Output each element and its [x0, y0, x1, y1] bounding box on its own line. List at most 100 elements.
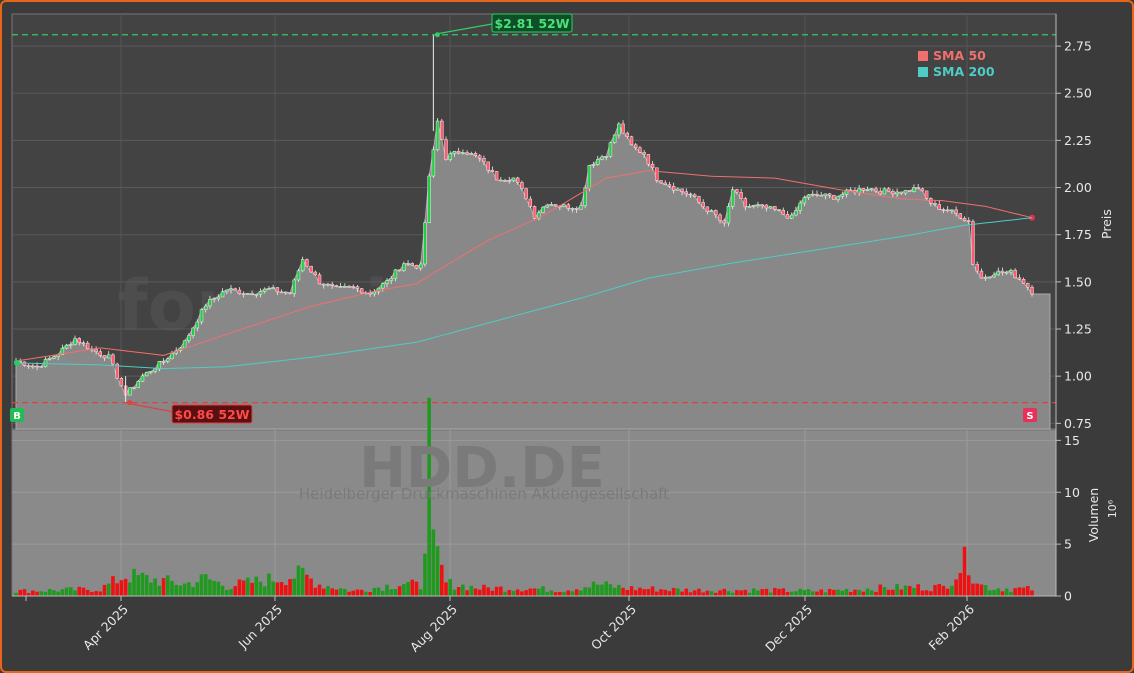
price-tick-label: 1.00	[1064, 369, 1092, 384]
candle-body	[351, 286, 355, 288]
candle-body	[764, 204, 769, 209]
candle-body	[478, 155, 482, 159]
candle	[718, 213, 722, 224]
volume-tick-label: 15	[1064, 433, 1080, 448]
volume-bar	[979, 584, 984, 596]
candle	[659, 179, 663, 184]
candle	[642, 149, 646, 158]
volume-bar	[726, 591, 731, 596]
candle-body	[1004, 271, 1009, 274]
candle-body	[275, 287, 280, 293]
price-tick-label: 2.75	[1064, 39, 1092, 54]
volume-bar	[321, 588, 326, 596]
volume-bar	[191, 586, 195, 596]
candle	[621, 120, 625, 134]
volume-panel-bg	[11, 429, 1057, 597]
volume-tick-label: 10	[1064, 485, 1080, 500]
candle-body	[608, 142, 613, 157]
candle-body	[406, 263, 410, 265]
volume-bar	[364, 591, 368, 596]
candle-body	[212, 298, 216, 300]
candle	[402, 261, 406, 272]
candle-body	[722, 220, 726, 224]
candle-body	[305, 259, 309, 267]
candle-body	[768, 206, 773, 209]
candle	[798, 200, 802, 214]
candle-body	[979, 270, 984, 279]
volume-bar	[111, 576, 115, 596]
candle-body	[827, 193, 832, 196]
candle	[111, 353, 115, 366]
candle-body	[254, 293, 259, 296]
candle	[191, 327, 195, 339]
candle	[1021, 277, 1026, 284]
volume-bar	[31, 590, 35, 596]
volume-bar	[891, 589, 895, 596]
sma-200-line	[15, 217, 1033, 370]
volume-bar	[43, 591, 48, 596]
volume-bar	[216, 581, 221, 596]
candle	[271, 284, 275, 290]
candle-body	[225, 289, 229, 293]
candle-body	[94, 349, 98, 352]
candle-body	[996, 270, 1000, 276]
candle	[246, 293, 250, 295]
candle-body	[1021, 279, 1026, 284]
candle	[499, 177, 503, 182]
candle	[882, 187, 887, 195]
candle-body	[452, 151, 457, 155]
candle-body	[456, 151, 461, 154]
candle-body	[693, 194, 697, 197]
candle-body	[730, 189, 735, 207]
candle-body	[31, 365, 35, 368]
volume-bar	[570, 591, 575, 596]
volume-bar	[958, 572, 963, 596]
candle-body	[553, 204, 558, 207]
candle	[983, 274, 988, 281]
candle	[747, 203, 752, 208]
candle-body	[60, 347, 65, 356]
volume-bar	[106, 583, 111, 596]
candle-body	[153, 368, 157, 372]
volume-bar	[781, 588, 786, 596]
candle-body	[587, 165, 592, 189]
volume-bar	[60, 589, 65, 596]
volume-bar	[785, 591, 790, 596]
volume-bar	[730, 592, 735, 596]
candle	[507, 176, 511, 184]
candle	[237, 287, 242, 295]
candle	[954, 206, 958, 217]
candle	[941, 207, 946, 214]
volume-bar	[368, 592, 372, 596]
candle	[144, 371, 149, 377]
candle-body	[600, 156, 604, 160]
candle-body	[288, 292, 292, 294]
candle-body	[182, 340, 187, 349]
candle	[815, 190, 819, 198]
x-tick-label: Aug 2025	[407, 602, 460, 655]
candle	[819, 191, 823, 197]
candle	[933, 200, 937, 207]
volume-bar	[208, 579, 212, 596]
volume-bar	[646, 589, 651, 596]
candle-body	[570, 208, 575, 210]
volume-bar	[296, 565, 301, 596]
candle	[532, 205, 537, 221]
candle-body	[187, 335, 191, 341]
candle-body	[941, 209, 946, 211]
candle	[64, 343, 69, 350]
candle	[967, 217, 971, 225]
candle-body	[528, 198, 533, 207]
candle	[874, 186, 878, 194]
candle	[389, 275, 393, 285]
volume-bar	[241, 580, 246, 596]
volume-unit-label: 10⁶	[1106, 499, 1119, 518]
candle	[448, 151, 452, 162]
candle	[773, 205, 777, 212]
candle	[655, 167, 659, 183]
candle-body	[912, 187, 916, 192]
candle	[794, 206, 798, 217]
candle	[583, 185, 587, 209]
volume-bar	[929, 591, 933, 596]
candle	[768, 206, 773, 209]
